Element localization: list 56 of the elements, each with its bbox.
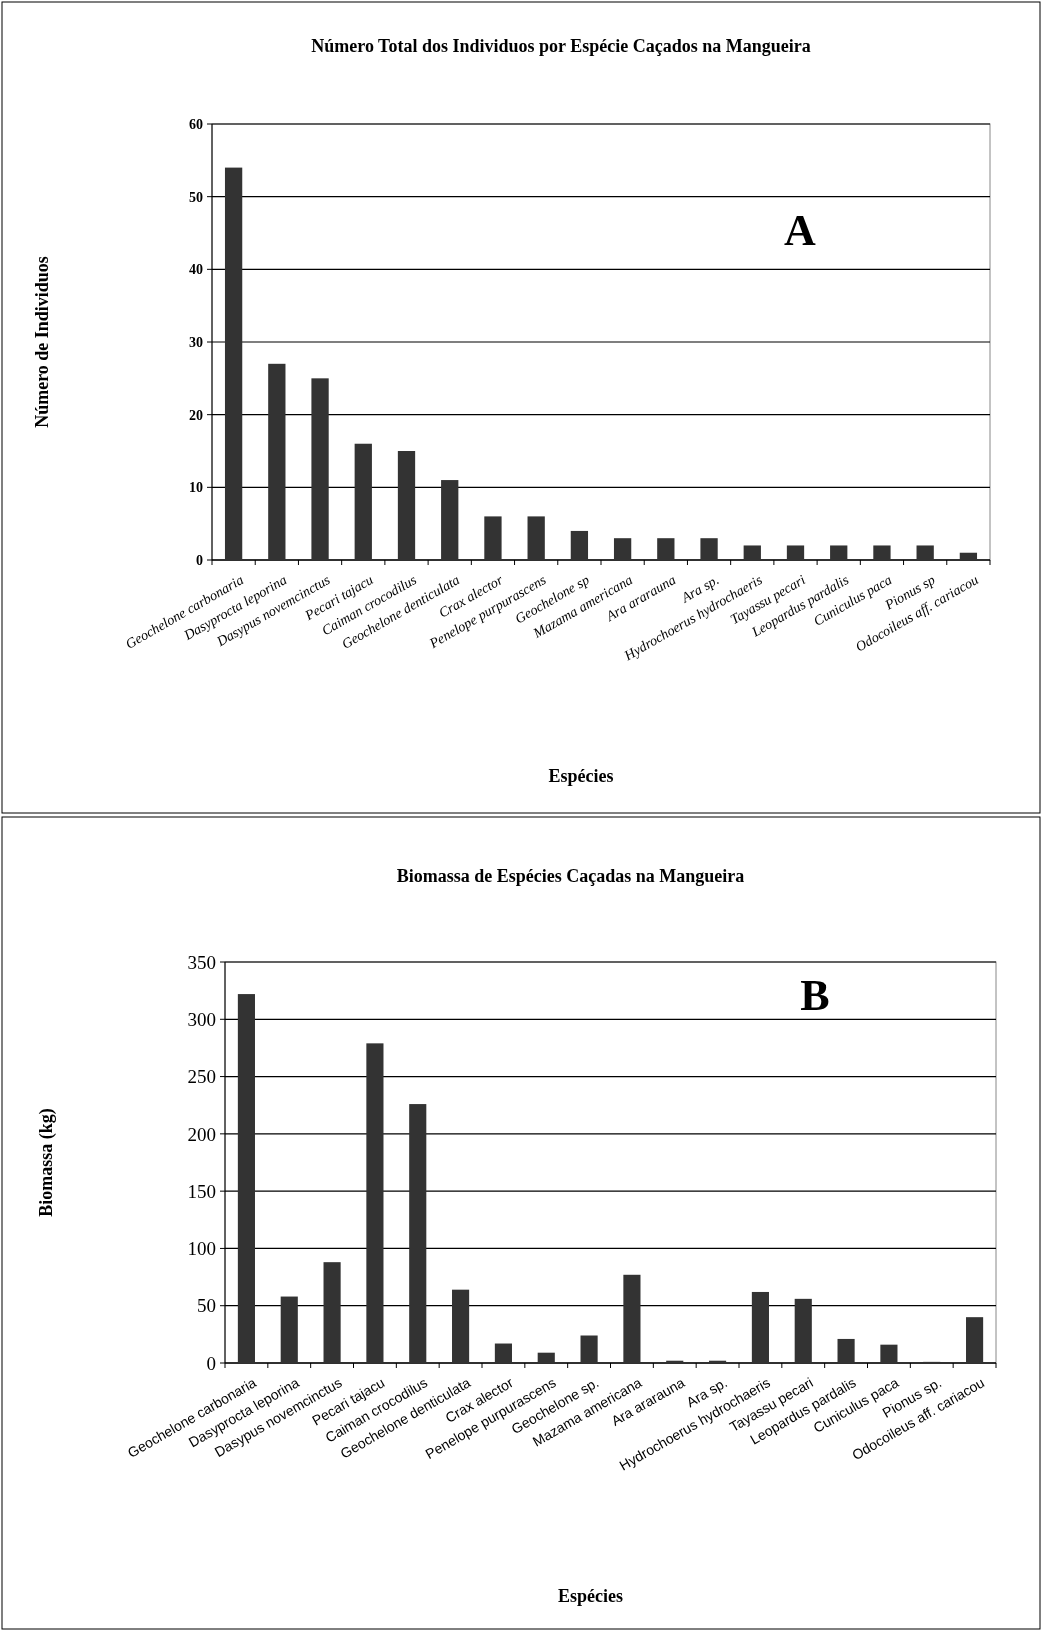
bar (837, 1338, 855, 1363)
bar (494, 1343, 512, 1363)
y-tick-label: 300 (187, 1008, 216, 1030)
bar (268, 363, 286, 560)
bar (323, 1262, 341, 1363)
y-tick-label: 350 (187, 951, 216, 973)
bar (280, 1296, 298, 1363)
y-tick-label: 50 (197, 1295, 216, 1317)
annotation: B (800, 971, 830, 1020)
bar (224, 167, 243, 560)
bar (959, 552, 978, 560)
y-tick-label: 20 (189, 407, 203, 423)
bar (311, 378, 329, 560)
bar (366, 1043, 384, 1363)
y-tick-label: 30 (189, 334, 203, 350)
bar (786, 545, 805, 560)
y-tick-label: 100 (187, 1238, 216, 1260)
bar (966, 1317, 984, 1363)
bar (623, 1274, 641, 1363)
y-tick-label: 10 (189, 480, 203, 496)
bar (409, 1104, 427, 1363)
bar (441, 480, 459, 560)
y-axis-title: Número de Individuos (32, 256, 52, 428)
bar (537, 1352, 555, 1363)
bar (237, 994, 255, 1363)
bar (354, 443, 372, 560)
bar (580, 1335, 598, 1363)
bar (570, 530, 589, 560)
bar (657, 538, 675, 560)
y-tick-label: 60 (189, 116, 203, 132)
bar (830, 545, 848, 560)
y-tick-label: 50 (189, 189, 203, 205)
y-axis-title: Biomassa (kg) (36, 1108, 57, 1217)
bar (613, 538, 632, 560)
chart-title: Número Total dos Individuos por Espécie Caçados na Mangueira (311, 36, 811, 56)
bar (397, 451, 416, 560)
bar (743, 545, 761, 560)
bar (700, 538, 718, 560)
y-tick-label: 0 (206, 1352, 216, 1374)
y-tick-label: 40 (189, 262, 203, 278)
bar (484, 516, 502, 560)
y-tick-label: 250 (187, 1066, 216, 1088)
bar (794, 1298, 812, 1363)
bar (880, 1344, 898, 1363)
bar (916, 545, 934, 560)
y-tick-label: 200 (187, 1123, 216, 1145)
y-tick-label: 150 (187, 1180, 216, 1202)
bar (452, 1289, 470, 1363)
y-tick-label: 0 (196, 552, 203, 568)
bar (527, 516, 545, 560)
bar (751, 1291, 769, 1363)
chart-title: Biomassa de Espécies Caçadas na Mangueira (396, 866, 745, 886)
x-axis-title: Espécies (558, 1586, 623, 1606)
bar (873, 545, 891, 560)
x-axis-title: Espécies (548, 766, 614, 786)
annotation: A (784, 206, 817, 255)
